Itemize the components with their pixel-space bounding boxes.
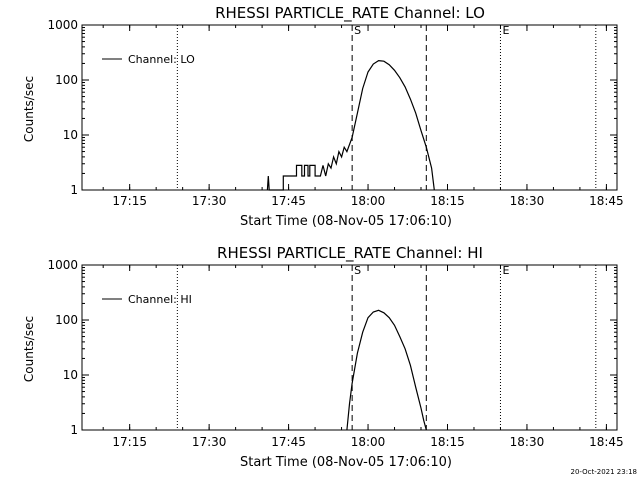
y-tick-label: 1 xyxy=(70,183,78,197)
series-line xyxy=(346,309,427,431)
y-axis-label: Counts/sec xyxy=(22,76,36,142)
chart-title: RHESSI PARTICLE_RATE Channel: LO xyxy=(215,4,485,23)
y-tick-label: 1000 xyxy=(47,18,78,32)
x-tick-label: 18:45 xyxy=(589,194,624,208)
x-tick-label: 18:30 xyxy=(510,194,545,208)
x-tick-label: 18:00 xyxy=(351,435,386,449)
x-tick-label: 18:45 xyxy=(589,435,624,449)
plot-frame xyxy=(81,24,618,191)
plot-frame xyxy=(81,264,618,431)
legend-label: Channel: HI xyxy=(128,293,192,306)
chart-panel-lo: RHESSI PARTICLE_RATE Channel: LO Start T… xyxy=(22,4,624,229)
y-tick-label: 100 xyxy=(55,73,78,87)
x-axis-label: Start Time (08-Nov-05 17:06:10) xyxy=(240,455,452,470)
x-tick-label: 17:45 xyxy=(271,194,306,208)
y-tick-label: 10 xyxy=(63,128,78,142)
series-line xyxy=(266,59,435,191)
x-tick-label: 17:30 xyxy=(192,435,227,449)
marker-label: E xyxy=(502,264,509,277)
chart-panel-hi: RHESSI PARTICLE_RATE Channel: HI Start T… xyxy=(22,244,624,470)
marker-label: E xyxy=(502,24,509,37)
marker-label: S xyxy=(354,24,361,37)
marker-label: S xyxy=(354,264,361,277)
chart-title: RHESSI PARTICLE_RATE Channel: HI xyxy=(217,244,483,263)
x-tick-label: 17:30 xyxy=(192,194,227,208)
x-tick-label: 18:15 xyxy=(430,194,465,208)
x-tick-label: 17:15 xyxy=(112,194,147,208)
x-tick-label: 17:15 xyxy=(112,435,147,449)
x-axis-label: Start Time (08-Nov-05 17:06:10) xyxy=(240,214,452,229)
y-tick-label: 1 xyxy=(70,423,78,437)
legend-label: Channel: LO xyxy=(128,53,195,66)
y-axis-label: Counts/sec xyxy=(22,316,36,382)
x-tick-label: 18:30 xyxy=(510,435,545,449)
y-tick-label: 10 xyxy=(63,368,78,382)
x-tick-label: 17:45 xyxy=(271,435,306,449)
y-tick-label: 100 xyxy=(55,313,78,327)
x-tick-label: 18:15 xyxy=(430,435,465,449)
footer-timestamp: 20-Oct-2021 23:18 xyxy=(571,468,637,476)
y-tick-label: 1000 xyxy=(47,258,78,272)
x-tick-label: 18:00 xyxy=(351,194,386,208)
